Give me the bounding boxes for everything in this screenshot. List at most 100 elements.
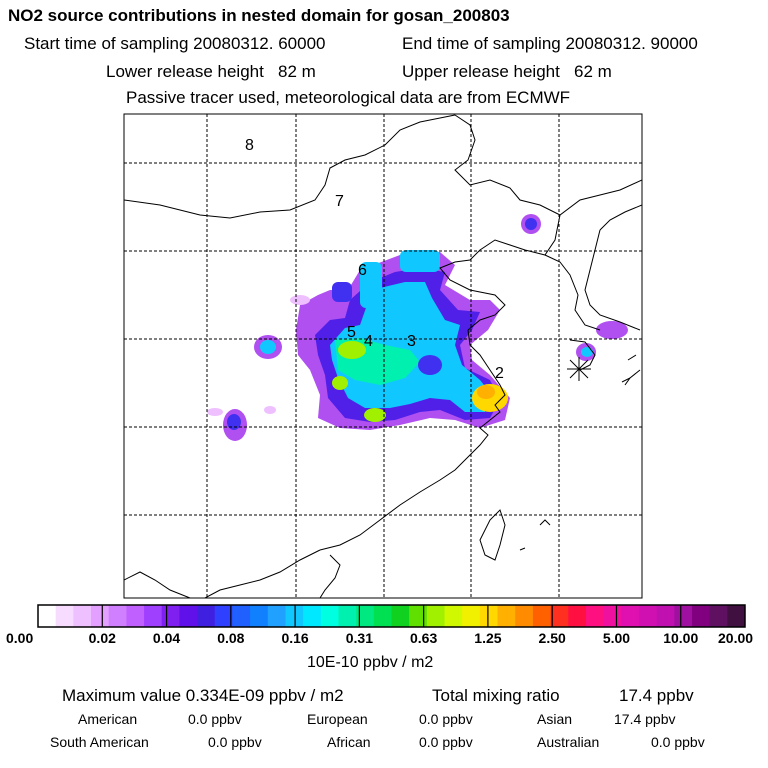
chart-title: NO2 source contributions in nested domai… (8, 6, 510, 25)
colorbar-cell (356, 605, 375, 627)
colorbar-cell (250, 605, 269, 627)
blob-gosan (581, 347, 593, 357)
colorbar-cell (303, 605, 322, 627)
colorbar-cell (603, 605, 622, 627)
region-label-2: 2 (495, 365, 504, 382)
colorbar-cell (338, 605, 357, 627)
end-time: End time of sampling 20080312. 90000 (402, 34, 698, 53)
region-label-6: 6 (358, 262, 367, 279)
colorbar-cell (232, 605, 251, 627)
colorbar-tick-label: 0.02 (88, 630, 116, 646)
colorbar-cell (38, 605, 57, 627)
hotspot-2-core (477, 385, 495, 399)
region-label-8: 8 (245, 137, 254, 154)
colorbar-cell (674, 605, 693, 627)
colorbar-tick-label: 0.04 (152, 630, 181, 646)
colorbar-cell (73, 605, 92, 627)
colorbar-cell (409, 605, 428, 627)
colorbar-cell (462, 605, 481, 627)
colorbar-cell (568, 605, 587, 627)
coastlines (124, 114, 642, 598)
blob-southwest (227, 414, 241, 430)
region-labels: 8 7 6 5 4 3 2 (245, 137, 504, 382)
haze-3 (264, 406, 276, 414)
colorbar-tick-label: 0.08 (217, 630, 245, 646)
hotspot-5 (338, 341, 366, 359)
australian-value: 0.0 ppbv (651, 734, 705, 750)
region-label-7: 7 (335, 193, 344, 210)
colorbar-cell (55, 605, 74, 627)
african-label: African (327, 734, 371, 750)
haze-2 (290, 295, 310, 305)
upper-release-height: Upper release height 62 m (402, 62, 612, 81)
south-american-label: South American (50, 734, 149, 750)
tracer-note: Passive tracer used, meteorological data… (126, 88, 571, 107)
map-frame (123, 113, 643, 599)
colorbar-tick-label: 0.00 (6, 630, 34, 646)
colorbar-tick-label: 0.63 (410, 630, 438, 646)
plume-layer (207, 214, 628, 441)
region-label-3: 3 (407, 333, 416, 350)
colorbar-cell (709, 605, 728, 627)
colorbar-cell (621, 605, 640, 627)
colorbar-cell (479, 605, 499, 627)
max-value: Maximum value 0.334E-09 ppbv / m2 (62, 686, 344, 705)
lower-release-height: Lower release height 82 m (106, 62, 316, 81)
plume-hole (418, 355, 442, 375)
colorbar-cell (585, 605, 605, 627)
american-value: 0.0 ppbv (188, 711, 242, 727)
colorbar-cell (515, 605, 534, 627)
colorbar-unit: 10E-10 ppbv / m2 (307, 654, 434, 671)
colorbar-tick-label: 10.00 (663, 630, 699, 646)
colorbar-cell (91, 605, 110, 627)
colorbar-tick-label: 2.50 (538, 630, 566, 646)
colorbar-tick-label: 5.00 (602, 630, 631, 646)
blob-korea-halo (596, 321, 628, 339)
colorbar-tick-label: 0.31 (345, 630, 373, 646)
colorbar-tick-label: 0.16 (281, 630, 309, 646)
european-label: European (307, 711, 368, 727)
colorbar-frame (37, 604, 746, 628)
colorbar-cell (656, 605, 675, 627)
colorbar-cell (373, 605, 392, 627)
blob-west (260, 340, 276, 354)
plume-north (400, 250, 440, 272)
colorbar-cell (320, 605, 339, 627)
blob-northeast (525, 218, 537, 230)
asian-label: Asian (537, 711, 573, 727)
receptor-marker (567, 357, 591, 381)
colorbar-cell (497, 605, 516, 627)
european-value: 0.0 ppbv (419, 711, 473, 727)
colorbar-cell (691, 605, 711, 627)
plume-column (360, 262, 382, 308)
american-label: American (78, 711, 138, 727)
australian-label: Australian (537, 734, 600, 750)
colorbar-cell (426, 605, 446, 627)
colorbar-cell (267, 605, 286, 627)
colorbar-cell (197, 605, 216, 627)
colorbar-tick-label: 20.00 (718, 630, 754, 646)
hotspot-west (332, 376, 348, 390)
colorbar-cell (161, 605, 180, 627)
asian-value: 17.4 ppbv (614, 711, 676, 727)
colorbar-cell (214, 605, 233, 627)
colorbar-cell (108, 605, 127, 627)
colorbar-cell (550, 605, 569, 627)
colorbar-cell (126, 605, 145, 627)
colorbar-cell (444, 605, 463, 627)
start-time: Start time of sampling 20080312. 60000 (24, 34, 326, 53)
hotspot-south (364, 408, 386, 422)
african-value: 0.0 ppbv (419, 734, 473, 750)
region-label-4: 4 (364, 333, 373, 350)
haze-1 (207, 408, 223, 416)
colorbar-cell (532, 605, 552, 627)
colorbar-cell (391, 605, 410, 627)
south-american-value: 0.0 ppbv (208, 734, 262, 750)
colorbar-cell (727, 605, 746, 627)
colorbar-cell (179, 605, 198, 627)
plume-north-blob (332, 282, 352, 302)
colorbar-cell (144, 605, 163, 627)
total-mixing-value: 17.4 ppbv (619, 686, 694, 705)
